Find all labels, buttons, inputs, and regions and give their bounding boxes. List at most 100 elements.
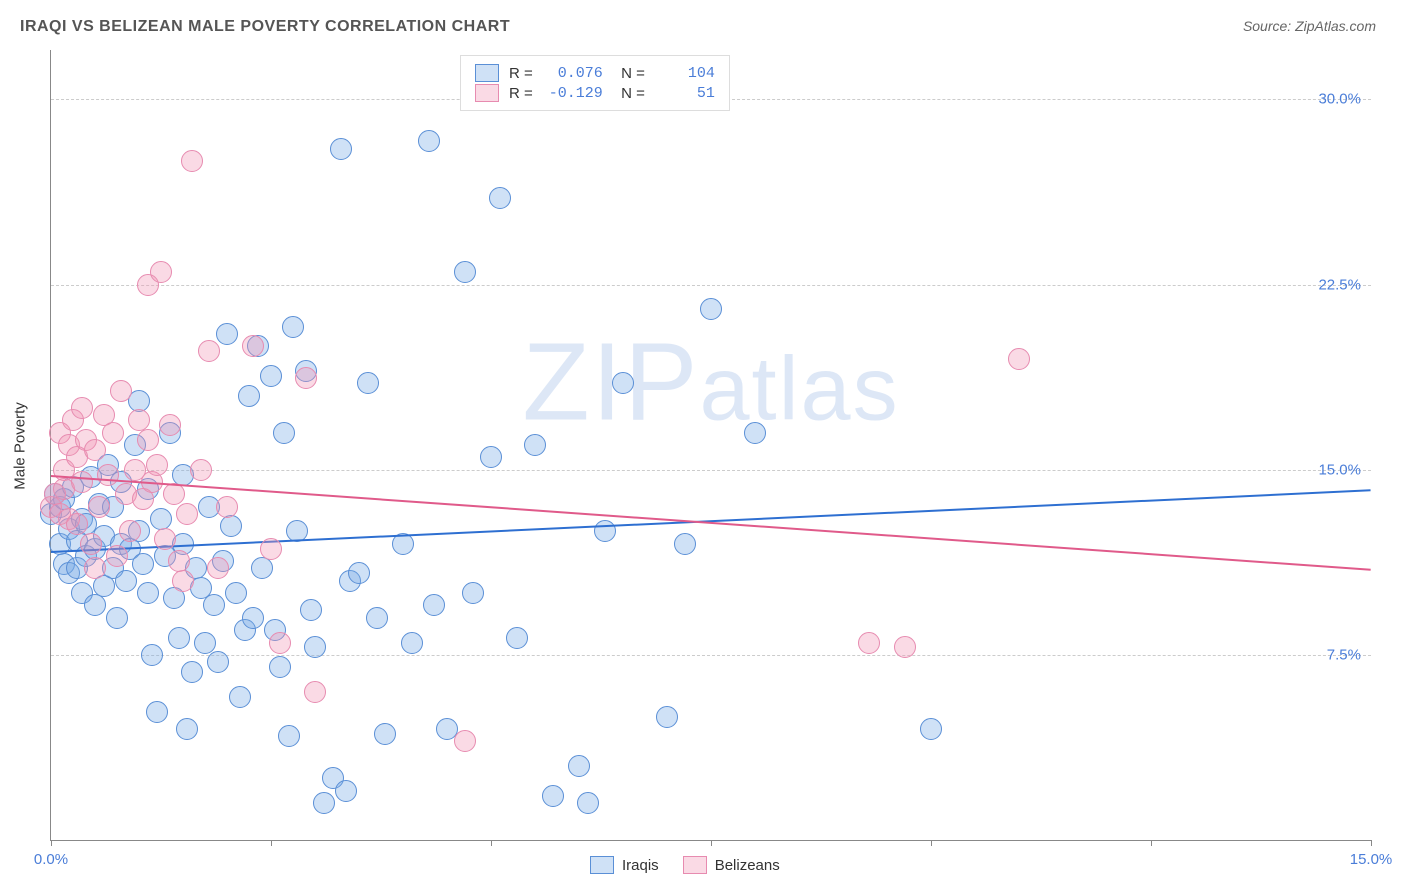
data-point [181, 150, 203, 172]
n-value-iraqis: 104 [655, 65, 715, 82]
data-point [612, 372, 634, 394]
legend-item-belizeans: Belizeans [683, 856, 780, 874]
swatch-belizeans [475, 84, 499, 102]
data-point [418, 130, 440, 152]
r-label: R = [509, 85, 533, 102]
r-label: R = [509, 65, 533, 82]
data-point [119, 520, 141, 542]
data-point [225, 582, 247, 604]
n-label: N = [613, 65, 645, 82]
data-point [190, 459, 212, 481]
data-point [198, 340, 220, 362]
data-point [176, 503, 198, 525]
data-point [744, 422, 766, 444]
ytick-label: 22.5% [1318, 276, 1361, 293]
data-point [71, 397, 93, 419]
ytick-label: 30.0% [1318, 91, 1361, 108]
xtick-label: 0.0% [34, 851, 68, 868]
data-point [454, 261, 476, 283]
data-point [700, 298, 722, 320]
legend-swatch-belizeans [683, 856, 707, 874]
data-point [357, 372, 379, 394]
series-legend: Iraqis Belizeans [590, 856, 780, 874]
scatter-plot-area: ZIPatlas 7.5%15.0%22.5%30.0%0.0%15.0% [50, 50, 1371, 841]
chart-title: IRAQI VS BELIZEAN MALE POVERTY CORRELATI… [20, 18, 510, 36]
data-point [88, 496, 110, 518]
data-point [251, 557, 273, 579]
data-point [66, 513, 88, 535]
swatch-iraqis [475, 64, 499, 82]
ytick-label: 15.0% [1318, 461, 1361, 478]
data-point [278, 725, 300, 747]
data-point [242, 607, 264, 629]
data-point [154, 528, 176, 550]
data-point [282, 316, 304, 338]
data-point [150, 261, 172, 283]
data-point [168, 627, 190, 649]
ytick-label: 7.5% [1327, 646, 1361, 663]
data-point [423, 594, 445, 616]
data-point [238, 385, 260, 407]
correlation-stats-legend: R = 0.076 N = 104 R = -0.129 N = 51 [460, 55, 730, 111]
data-point [330, 138, 352, 160]
data-point [110, 380, 132, 402]
data-point [1008, 348, 1030, 370]
data-point [102, 422, 124, 444]
data-point [480, 446, 502, 468]
data-point [106, 545, 128, 567]
data-point [71, 471, 93, 493]
data-point [273, 422, 295, 444]
stats-row-belizeans: R = -0.129 N = 51 [475, 84, 715, 102]
n-value-belizeans: 51 [655, 85, 715, 102]
data-point [216, 323, 238, 345]
data-point [84, 594, 106, 616]
data-point [159, 414, 181, 436]
data-point [181, 661, 203, 683]
data-point [141, 644, 163, 666]
data-point [269, 656, 291, 678]
data-point [106, 607, 128, 629]
data-point [506, 627, 528, 649]
data-point [304, 636, 326, 658]
data-point [524, 434, 546, 456]
data-point [80, 533, 102, 555]
data-point [858, 632, 880, 654]
data-point [194, 632, 216, 654]
data-point [304, 681, 326, 703]
data-point [920, 718, 942, 740]
data-point [128, 409, 150, 431]
legend-item-iraqis: Iraqis [590, 856, 659, 874]
data-point [207, 557, 229, 579]
regression-line [51, 475, 1371, 571]
data-point [366, 607, 388, 629]
data-point [313, 792, 335, 814]
data-point [172, 570, 194, 592]
data-point [401, 632, 423, 654]
data-point [84, 439, 106, 461]
data-point [150, 508, 172, 530]
data-point [542, 785, 564, 807]
data-point [242, 335, 264, 357]
legend-label-belizeans: Belizeans [715, 857, 780, 874]
data-point [462, 582, 484, 604]
data-point [168, 550, 190, 572]
data-point [203, 594, 225, 616]
data-point [269, 632, 291, 654]
data-point [115, 570, 137, 592]
data-point [295, 367, 317, 389]
data-point [348, 562, 370, 584]
legend-label-iraqis: Iraqis [622, 857, 659, 874]
data-point [300, 599, 322, 621]
data-point [163, 483, 185, 505]
data-point [220, 515, 242, 537]
data-point [674, 533, 696, 555]
data-point [260, 365, 282, 387]
data-point [137, 429, 159, 451]
data-point [137, 582, 159, 604]
data-point [176, 718, 198, 740]
data-point [656, 706, 678, 728]
data-point [146, 454, 168, 476]
n-label: N = [613, 85, 645, 102]
stats-row-iraqis: R = 0.076 N = 104 [475, 64, 715, 82]
data-point [894, 636, 916, 658]
